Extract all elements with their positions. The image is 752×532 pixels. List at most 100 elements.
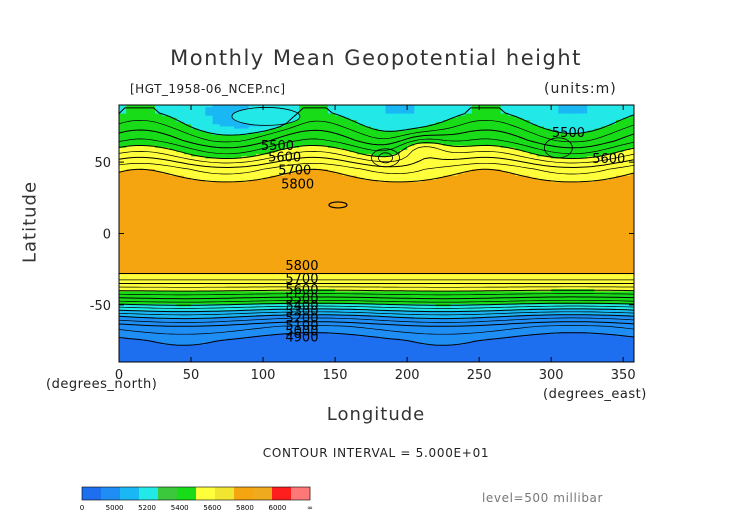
band-cell bbox=[363, 357, 372, 361]
band-cell bbox=[119, 233, 127, 237]
band-cell bbox=[385, 254, 394, 258]
band-cell bbox=[162, 227, 170, 230]
band-cell bbox=[234, 344, 242, 348]
band-cell bbox=[399, 329, 408, 333]
band-cell bbox=[162, 177, 170, 181]
band-cell bbox=[155, 359, 163, 362]
band-cell bbox=[255, 336, 264, 339]
band-cell bbox=[392, 340, 401, 344]
band-cell bbox=[133, 297, 142, 301]
band-cell bbox=[335, 186, 343, 190]
band-cell bbox=[414, 165, 423, 168]
band-cell bbox=[162, 209, 170, 213]
band-cell bbox=[119, 115, 127, 119]
band-cell bbox=[198, 180, 206, 183]
band-cell bbox=[306, 105, 315, 108]
band-cell bbox=[313, 265, 322, 269]
band-cell bbox=[198, 295, 206, 299]
band-cell bbox=[126, 135, 134, 138]
band-cell bbox=[133, 177, 142, 181]
band-cell bbox=[291, 323, 300, 327]
band-cell bbox=[378, 128, 387, 132]
band-cell bbox=[162, 167, 170, 170]
band-cell bbox=[126, 229, 134, 232]
band-cell bbox=[205, 205, 214, 209]
band-cell bbox=[140, 261, 149, 264]
band-cell bbox=[385, 209, 394, 213]
band-cell bbox=[191, 287, 199, 290]
band-cell bbox=[378, 306, 387, 309]
band-cell bbox=[399, 122, 408, 125]
band-cell bbox=[291, 355, 300, 359]
band-cell bbox=[378, 312, 387, 316]
band-cell bbox=[363, 242, 372, 245]
band-cell bbox=[378, 111, 387, 115]
band-cell bbox=[198, 122, 206, 125]
band-cell bbox=[378, 237, 387, 241]
band-cell bbox=[227, 229, 235, 232]
band-cell bbox=[399, 171, 408, 175]
band-cell bbox=[363, 274, 372, 277]
band-cell bbox=[327, 248, 336, 252]
band-cell bbox=[399, 145, 408, 149]
band-cell bbox=[126, 310, 134, 314]
band-cell bbox=[342, 203, 351, 207]
band-cell bbox=[255, 182, 264, 185]
band-cell bbox=[155, 194, 163, 198]
band-cell bbox=[183, 154, 192, 157]
band-cell bbox=[378, 122, 387, 125]
band-cell bbox=[299, 332, 307, 335]
band-cell bbox=[385, 184, 394, 187]
band-cell bbox=[363, 302, 372, 305]
band-cell bbox=[327, 184, 336, 187]
band-cell bbox=[349, 338, 358, 342]
band-cell bbox=[169, 192, 178, 196]
band-cell bbox=[169, 259, 178, 262]
band-cell bbox=[327, 216, 336, 220]
band-cell bbox=[349, 274, 358, 277]
band-cell bbox=[183, 295, 192, 299]
band-cell bbox=[155, 274, 163, 277]
band-cell bbox=[198, 126, 206, 130]
band-cell bbox=[335, 180, 343, 183]
band-cell bbox=[234, 105, 242, 108]
band-cell bbox=[155, 188, 163, 192]
band-cell bbox=[176, 130, 185, 134]
band-cell bbox=[327, 154, 336, 157]
band-cell bbox=[291, 244, 300, 247]
band-cell bbox=[205, 321, 214, 324]
band-cell bbox=[378, 284, 387, 288]
band-cell bbox=[277, 192, 286, 196]
band-cell bbox=[378, 115, 387, 119]
band-cell bbox=[378, 259, 387, 262]
band-cell bbox=[155, 135, 163, 138]
band-cell bbox=[205, 227, 214, 230]
band-cell bbox=[140, 287, 149, 290]
band-cell bbox=[320, 347, 329, 350]
band-cell bbox=[299, 293, 307, 297]
band-cell bbox=[119, 165, 127, 168]
band-cell bbox=[392, 252, 401, 256]
band-cell bbox=[327, 167, 336, 170]
band-cell bbox=[140, 143, 149, 147]
band-cell bbox=[155, 120, 163, 123]
band-cell bbox=[363, 359, 372, 362]
band-cell bbox=[248, 139, 257, 142]
band-cell bbox=[183, 126, 192, 130]
band-cell bbox=[183, 220, 192, 224]
band-cell bbox=[349, 265, 358, 269]
band-cell bbox=[270, 349, 279, 352]
band-cell bbox=[119, 338, 127, 342]
band-cell bbox=[284, 209, 293, 213]
band-cell bbox=[176, 250, 185, 254]
band-cell bbox=[147, 175, 156, 179]
band-cell bbox=[183, 284, 192, 288]
band-cell bbox=[169, 162, 178, 166]
band-cell bbox=[371, 342, 379, 346]
band-cell bbox=[169, 107, 178, 110]
band-cell bbox=[407, 310, 415, 314]
band-cell bbox=[126, 242, 134, 245]
band-cell bbox=[140, 145, 149, 149]
band-cell bbox=[133, 351, 142, 354]
band-cell bbox=[212, 257, 221, 260]
